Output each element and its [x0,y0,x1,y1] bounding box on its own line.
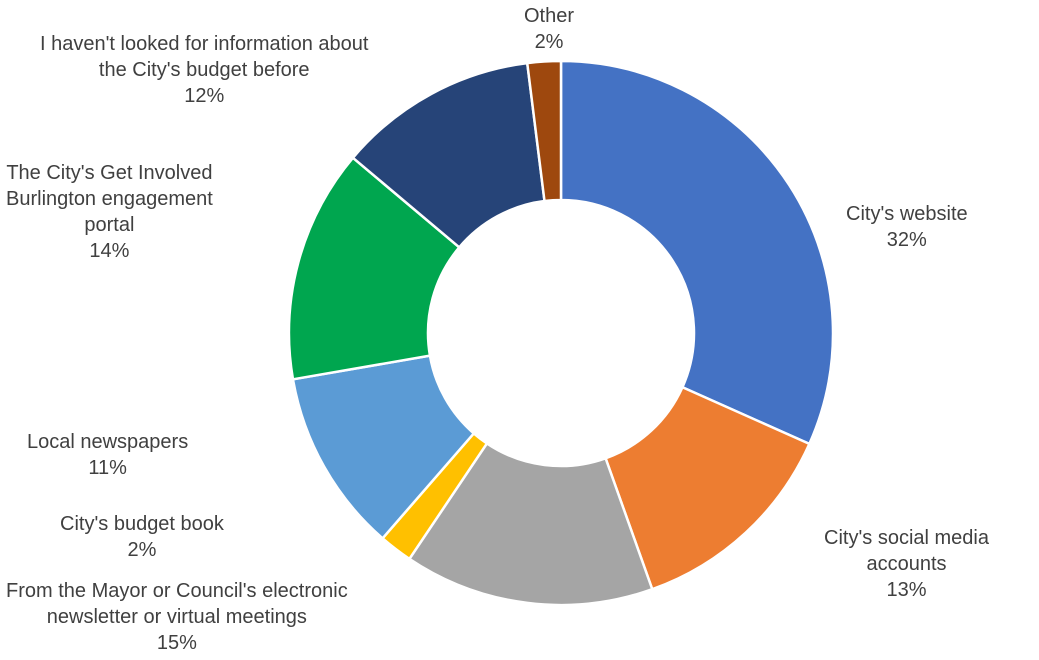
donut-slices [287,59,835,607]
slice-label-other: Other 2% [524,3,574,55]
label-line: accounts [866,553,947,575]
label-percent: 32% [886,229,927,251]
label-percent: 11% [88,457,127,479]
donut-slice-2 [407,441,654,607]
label-percent: 12% [184,85,225,107]
label-line: City's budget book [60,513,224,535]
label-line: From the Mayor or Council's electronic [6,580,348,602]
slice-label-citys-website: City's website 32% [846,201,968,253]
label-line: the City's budget before [98,59,310,81]
label-line: Other [524,5,575,27]
slice-label-get-involved: The City's Get Involved Burlington engag… [6,160,213,264]
slice-label-budget-book: City's budget book 2% [60,511,224,563]
label-line: portal [84,214,135,236]
donut-slice-0 [559,59,835,446]
label-line: The City's Get Involved [6,162,213,184]
slice-label-mayor-council: From the Mayor or Council's electronic n… [6,578,348,656]
label-line: newsletter or virtual meetings [46,606,307,628]
label-percent: 13% [886,579,927,601]
slice-label-havent-looked: I haven't looked for information about t… [40,31,368,109]
donut-slice-1 [604,385,812,591]
donut-slice-5 [287,156,462,381]
slice-label-local-newspapers: Local newspapers 11% [27,429,188,481]
slice-label-social-media: City's social media accounts 13% [824,525,989,603]
label-line: Local newspapers [27,431,189,453]
label-line: Burlington engagement [6,188,213,210]
donut-slice-7 [525,59,563,203]
label-line: I haven't looked for information about [40,33,369,55]
label-percent: 15% [156,632,197,654]
label-percent: 14% [89,240,130,262]
label-line: City's website [846,203,968,225]
label-line: City's social media [824,527,989,549]
label-percent: 2% [534,31,564,53]
label-percent: 2% [127,539,157,561]
